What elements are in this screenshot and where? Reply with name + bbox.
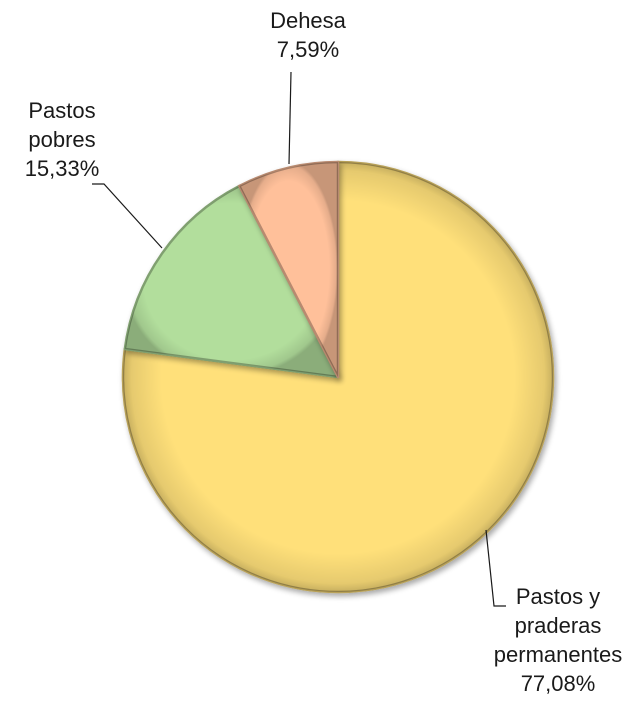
data-label: Pastos y praderas permanentes 77,08%	[494, 584, 622, 696]
data-label-line: Pastos y	[516, 584, 600, 609]
data-label-line: 7,59%	[277, 37, 339, 62]
pie-slice	[238, 160, 340, 379]
data-label: Pastos pobres 15,33%	[25, 98, 100, 181]
data-label-line: Pastos	[28, 98, 95, 123]
pie-slice-bevel	[239, 162, 338, 377]
data-label-line: Dehesa	[270, 8, 347, 33]
data-label-line: permanentes	[494, 642, 622, 667]
pie-slice-bevel	[124, 185, 338, 377]
data-label-line: praderas	[515, 613, 602, 638]
data-label: Dehesa 7,59%	[270, 8, 347, 62]
leader-line	[92, 183, 163, 249]
leader-line	[288, 71, 292, 165]
pie-slices	[121, 160, 555, 594]
data-label-line: 15,33%	[25, 156, 100, 181]
leader-line	[485, 529, 506, 607]
data-label-line: 77,08%	[521, 671, 596, 696]
leader-lines	[92, 71, 506, 607]
slice-labels: Pastos y praderas permanentes 77,08% Pastos p…	[25, 8, 623, 696]
pie-slice	[123, 184, 340, 379]
data-label-line: pobres	[28, 127, 95, 152]
